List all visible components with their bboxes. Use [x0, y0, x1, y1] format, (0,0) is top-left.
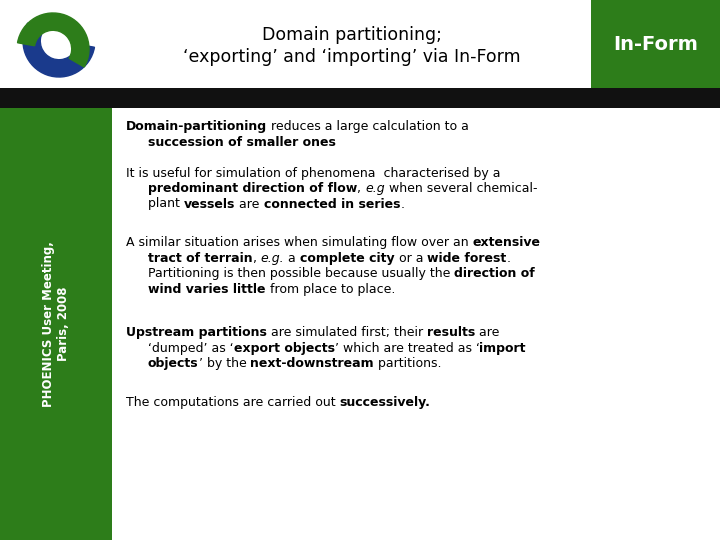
Text: direction of: direction of [454, 267, 535, 280]
Text: wide forest: wide forest [427, 252, 506, 265]
Text: ‘exporting’ and ‘importing’ via In-Form: ‘exporting’ and ‘importing’ via In-Form [183, 49, 521, 66]
Bar [0, 0, 720, 88]
Text: The computations are carried out: The computations are carried out [126, 396, 340, 409]
Text: connected in series: connected in series [264, 198, 400, 211]
Bar [591, 0, 720, 88]
Text: In-Form: In-Form [613, 35, 698, 53]
Text: objects: objects [148, 357, 199, 370]
Text: next-downstream: next-downstream [251, 357, 374, 370]
Text: e.g: e.g [365, 182, 385, 195]
Text: .: . [506, 252, 510, 265]
Text: when several chemical-: when several chemical- [385, 182, 537, 195]
Text: a: a [284, 252, 300, 265]
Text: ,: , [357, 182, 365, 195]
Text: ,: , [253, 252, 261, 265]
Text: are: are [475, 326, 500, 339]
Bar [0, 88, 720, 108]
Wedge shape [17, 13, 89, 67]
Text: export objects: export objects [233, 342, 335, 355]
Text: or a: or a [395, 252, 427, 265]
Bar [0, 108, 112, 540]
Text: results: results [427, 326, 475, 339]
Text: extensive: extensive [472, 237, 541, 249]
Text: Domain partitioning;: Domain partitioning; [261, 26, 441, 44]
Text: Domain-partitioning: Domain-partitioning [126, 120, 267, 133]
Text: Partitioning is then possible because usually the: Partitioning is then possible because us… [148, 267, 454, 280]
Text: Upstream partitions: Upstream partitions [126, 326, 267, 339]
Text: It is useful for simulation of phenomena  characterised by a: It is useful for simulation of phenomena… [126, 166, 500, 179]
Text: PHOENICS User Meeting,
Paris, 2008: PHOENICS User Meeting, Paris, 2008 [42, 241, 70, 407]
Text: succession of smaller ones: succession of smaller ones [148, 136, 336, 148]
Text: wind varies little: wind varies little [148, 283, 266, 296]
Text: ’ which are treated as ‘: ’ which are treated as ‘ [335, 342, 480, 355]
Text: ‘dumped’ as ‘: ‘dumped’ as ‘ [148, 342, 233, 355]
Text: e.g.: e.g. [261, 252, 284, 265]
Text: A similar situation arises when simulating flow over an: A similar situation arises when simulati… [126, 237, 472, 249]
Text: predominant direction of flow: predominant direction of flow [148, 182, 357, 195]
Text: from place to place.: from place to place. [266, 283, 395, 296]
Text: import: import [480, 342, 526, 355]
Text: are: are [235, 198, 264, 211]
Text: ’ by the: ’ by the [199, 357, 251, 370]
Text: tract of terrain: tract of terrain [148, 252, 253, 265]
Text: partitions.: partitions. [374, 357, 441, 370]
Text: are simulated first; their: are simulated first; their [267, 326, 427, 339]
Text: reduces a large calculation to a: reduces a large calculation to a [267, 120, 469, 133]
Wedge shape [23, 23, 94, 77]
Text: successively.: successively. [340, 396, 431, 409]
Text: plant: plant [148, 198, 184, 211]
Text: complete city: complete city [300, 252, 395, 265]
Text: vessels: vessels [184, 198, 235, 211]
Text: .: . [400, 198, 404, 211]
